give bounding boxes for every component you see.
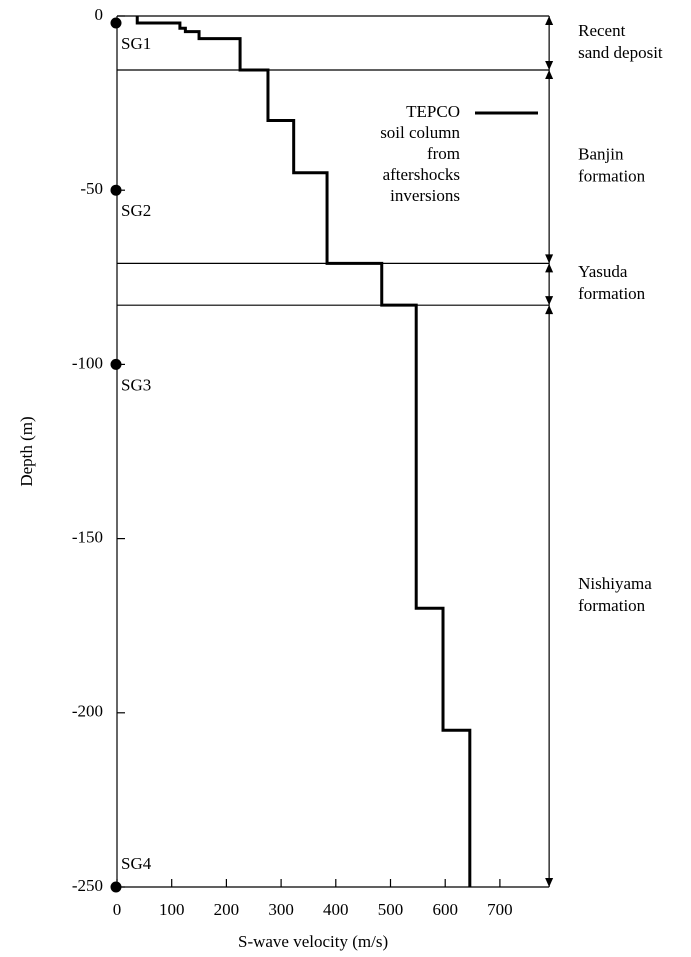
y-tick-label: -50 xyxy=(80,179,103,198)
legend-label: TEPCO xyxy=(406,102,460,121)
formation-label: formation xyxy=(578,167,646,186)
formation-label: formation xyxy=(578,596,646,615)
sensor-dot xyxy=(110,184,122,196)
x-tick-label: 600 xyxy=(432,900,458,919)
arrow-head xyxy=(545,296,554,306)
y-tick-label: 0 xyxy=(95,5,104,24)
arrow-head xyxy=(545,305,554,315)
y-axis-label: Depth (m) xyxy=(17,416,36,486)
x-tick-label: 200 xyxy=(214,900,240,919)
x-tick-label: 500 xyxy=(378,900,404,919)
x-tick-label: 100 xyxy=(159,900,185,919)
x-tick-label: 0 xyxy=(113,900,122,919)
arrow-head xyxy=(545,254,554,264)
arrow-head xyxy=(545,878,554,887)
legend-label: from xyxy=(427,144,460,163)
legend-label: aftershocks xyxy=(383,165,460,184)
arrow-head xyxy=(545,70,554,80)
velocity-profile xyxy=(135,16,472,887)
sensor-label: SG2 xyxy=(121,201,151,220)
y-tick-label: -200 xyxy=(72,702,103,721)
x-tick-label: 700 xyxy=(487,900,513,919)
sensor-label: SG4 xyxy=(121,854,152,873)
y-tick-label: -250 xyxy=(72,876,103,895)
arrow-head xyxy=(545,263,554,273)
sensor-label: SG3 xyxy=(121,375,151,394)
legend-label: soil column xyxy=(380,123,460,142)
x-axis-label: S-wave velocity (m/s) xyxy=(238,932,388,951)
formation-label: Banjin xyxy=(578,145,624,164)
legend-label: inversions xyxy=(390,186,460,205)
sensor-dot xyxy=(110,17,122,29)
sensor-label: SG1 xyxy=(121,34,151,53)
sensor-dot xyxy=(110,358,122,370)
arrow-head xyxy=(545,61,554,71)
y-tick-label: -150 xyxy=(72,528,103,547)
x-tick-label: 300 xyxy=(268,900,294,919)
sensor-dot xyxy=(110,881,122,893)
y-tick-label: -100 xyxy=(72,353,103,372)
x-tick-label: 400 xyxy=(323,900,349,919)
formation-label: formation xyxy=(578,284,646,303)
formation-label: Recent xyxy=(578,21,625,40)
formation-label: Yasuda xyxy=(578,262,628,281)
formation-label: Nishiyama xyxy=(578,574,652,593)
arrow-head xyxy=(545,16,554,25)
formation-label: sand deposit xyxy=(578,43,663,62)
